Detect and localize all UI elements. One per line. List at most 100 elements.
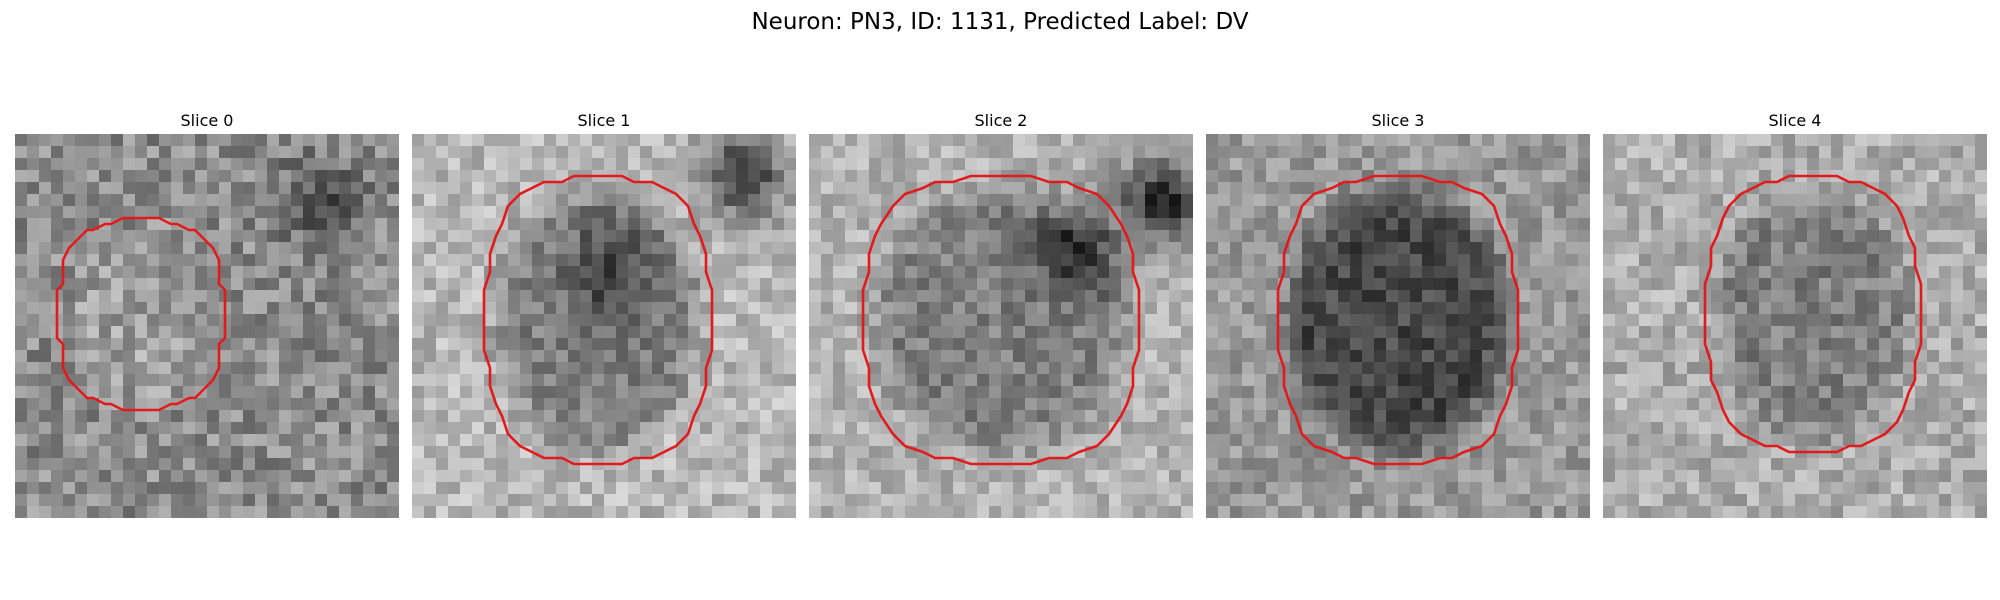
pixel-cell [1482,398,1495,411]
pixel-cell [1699,242,1712,255]
pixel-cell [363,158,376,171]
slice-title: Slice 0 [180,111,234,130]
pixel-cell [520,506,533,518]
pixel-cell [1446,374,1459,387]
pixel-cell [772,146,785,159]
pixel-cell [1266,434,1279,447]
pixel-cell [75,338,88,351]
pixel-cell [1639,338,1652,351]
pixel-cell [508,374,521,387]
pixel-cell [1915,158,1928,171]
pixel-cell [111,494,124,507]
pixel-cell [243,134,256,147]
pixel-cell [183,338,196,351]
pixel-cell [1482,266,1495,279]
pixel-cell [1145,446,1158,459]
pixel-cell [1867,158,1880,171]
pixel-cell [917,434,930,447]
pixel-cell [628,326,641,339]
pixel-cell [1903,338,1916,351]
pixel-cell [1735,302,1748,315]
pixel-cell [1723,410,1736,423]
pixel-cell [147,194,160,207]
pixel-cell [1061,350,1074,363]
pixel-cell [1085,362,1098,375]
pixel-cell [1915,386,1928,399]
pixel-cell [604,302,617,315]
pixel-cell [1723,374,1736,387]
pixel-cell [1362,398,1375,411]
pixel-cell [1278,182,1291,195]
pixel-cell [1843,422,1856,435]
pixel-cell [1085,470,1098,483]
pixel-cell [1891,446,1904,459]
pixel-cell [303,170,316,183]
pixel-cell [1446,506,1459,518]
pixel-cell [1843,386,1856,399]
pixel-cell [1939,362,1952,375]
pixel-cell [821,206,834,219]
pixel-cell [760,230,773,243]
pixel-cell [1771,350,1784,363]
slice-title: Slice 2 [974,111,1028,130]
pixel-cell [1145,314,1158,327]
pixel-cell [1422,506,1435,518]
pixel-cell [87,134,100,147]
pixel-cell [736,434,749,447]
pixel-cell [1843,398,1856,411]
pixel-cell [195,170,208,183]
pixel-cell [1711,434,1724,447]
pixel-cell [1687,374,1700,387]
pixel-cell [1145,170,1158,183]
pixel-cell [1951,146,1964,159]
pixel-cell [1603,338,1616,351]
pixel-cell [580,182,593,195]
pixel-cell [1783,302,1796,315]
pixel-cell [412,194,425,207]
pixel-cell [1578,506,1590,518]
pixel-cell [748,386,761,399]
pixel-cell [712,326,725,339]
pixel-cell [291,290,304,303]
pixel-cell [784,326,796,339]
pixel-cell [1831,158,1844,171]
pixel-cell [1338,206,1351,219]
pixel-cell [231,326,244,339]
pixel-cell [941,230,954,243]
pixel-cell [147,446,160,459]
pixel-cell [99,230,112,243]
pixel-cell [315,254,328,267]
pixel-cell [1434,494,1447,507]
pixel-cell [1302,278,1315,291]
pixel-cell [544,242,557,255]
pixel-cell [111,158,124,171]
pixel-cell [508,386,521,399]
pixel-cell [616,326,629,339]
pixel-cell [965,494,978,507]
pixel-cell [111,458,124,471]
pixel-cell [1422,134,1435,147]
pixel-cell [1446,278,1459,291]
pixel-cell [772,278,785,291]
pixel-cell [171,182,184,195]
pixel-cell [784,230,796,243]
pixel-cell [99,314,112,327]
pixel-cell [1506,458,1519,471]
pixel-cell [869,494,882,507]
pixel-cell [147,266,160,279]
pixel-cell [1169,290,1182,303]
pixel-cell [857,398,870,411]
pixel-cell [1699,182,1712,195]
pixel-cell [339,458,352,471]
pixel-cell [1350,194,1363,207]
pixel-cell [231,446,244,459]
pixel-cell [784,158,796,171]
pixel-cell [700,134,713,147]
pixel-cell [1915,422,1928,435]
pixel-cell [472,230,485,243]
pixel-cell [712,482,725,495]
pixel-cell [640,470,653,483]
pixel-cell [1771,266,1784,279]
pixel-cell [929,422,942,435]
pixel-cell [1290,278,1303,291]
